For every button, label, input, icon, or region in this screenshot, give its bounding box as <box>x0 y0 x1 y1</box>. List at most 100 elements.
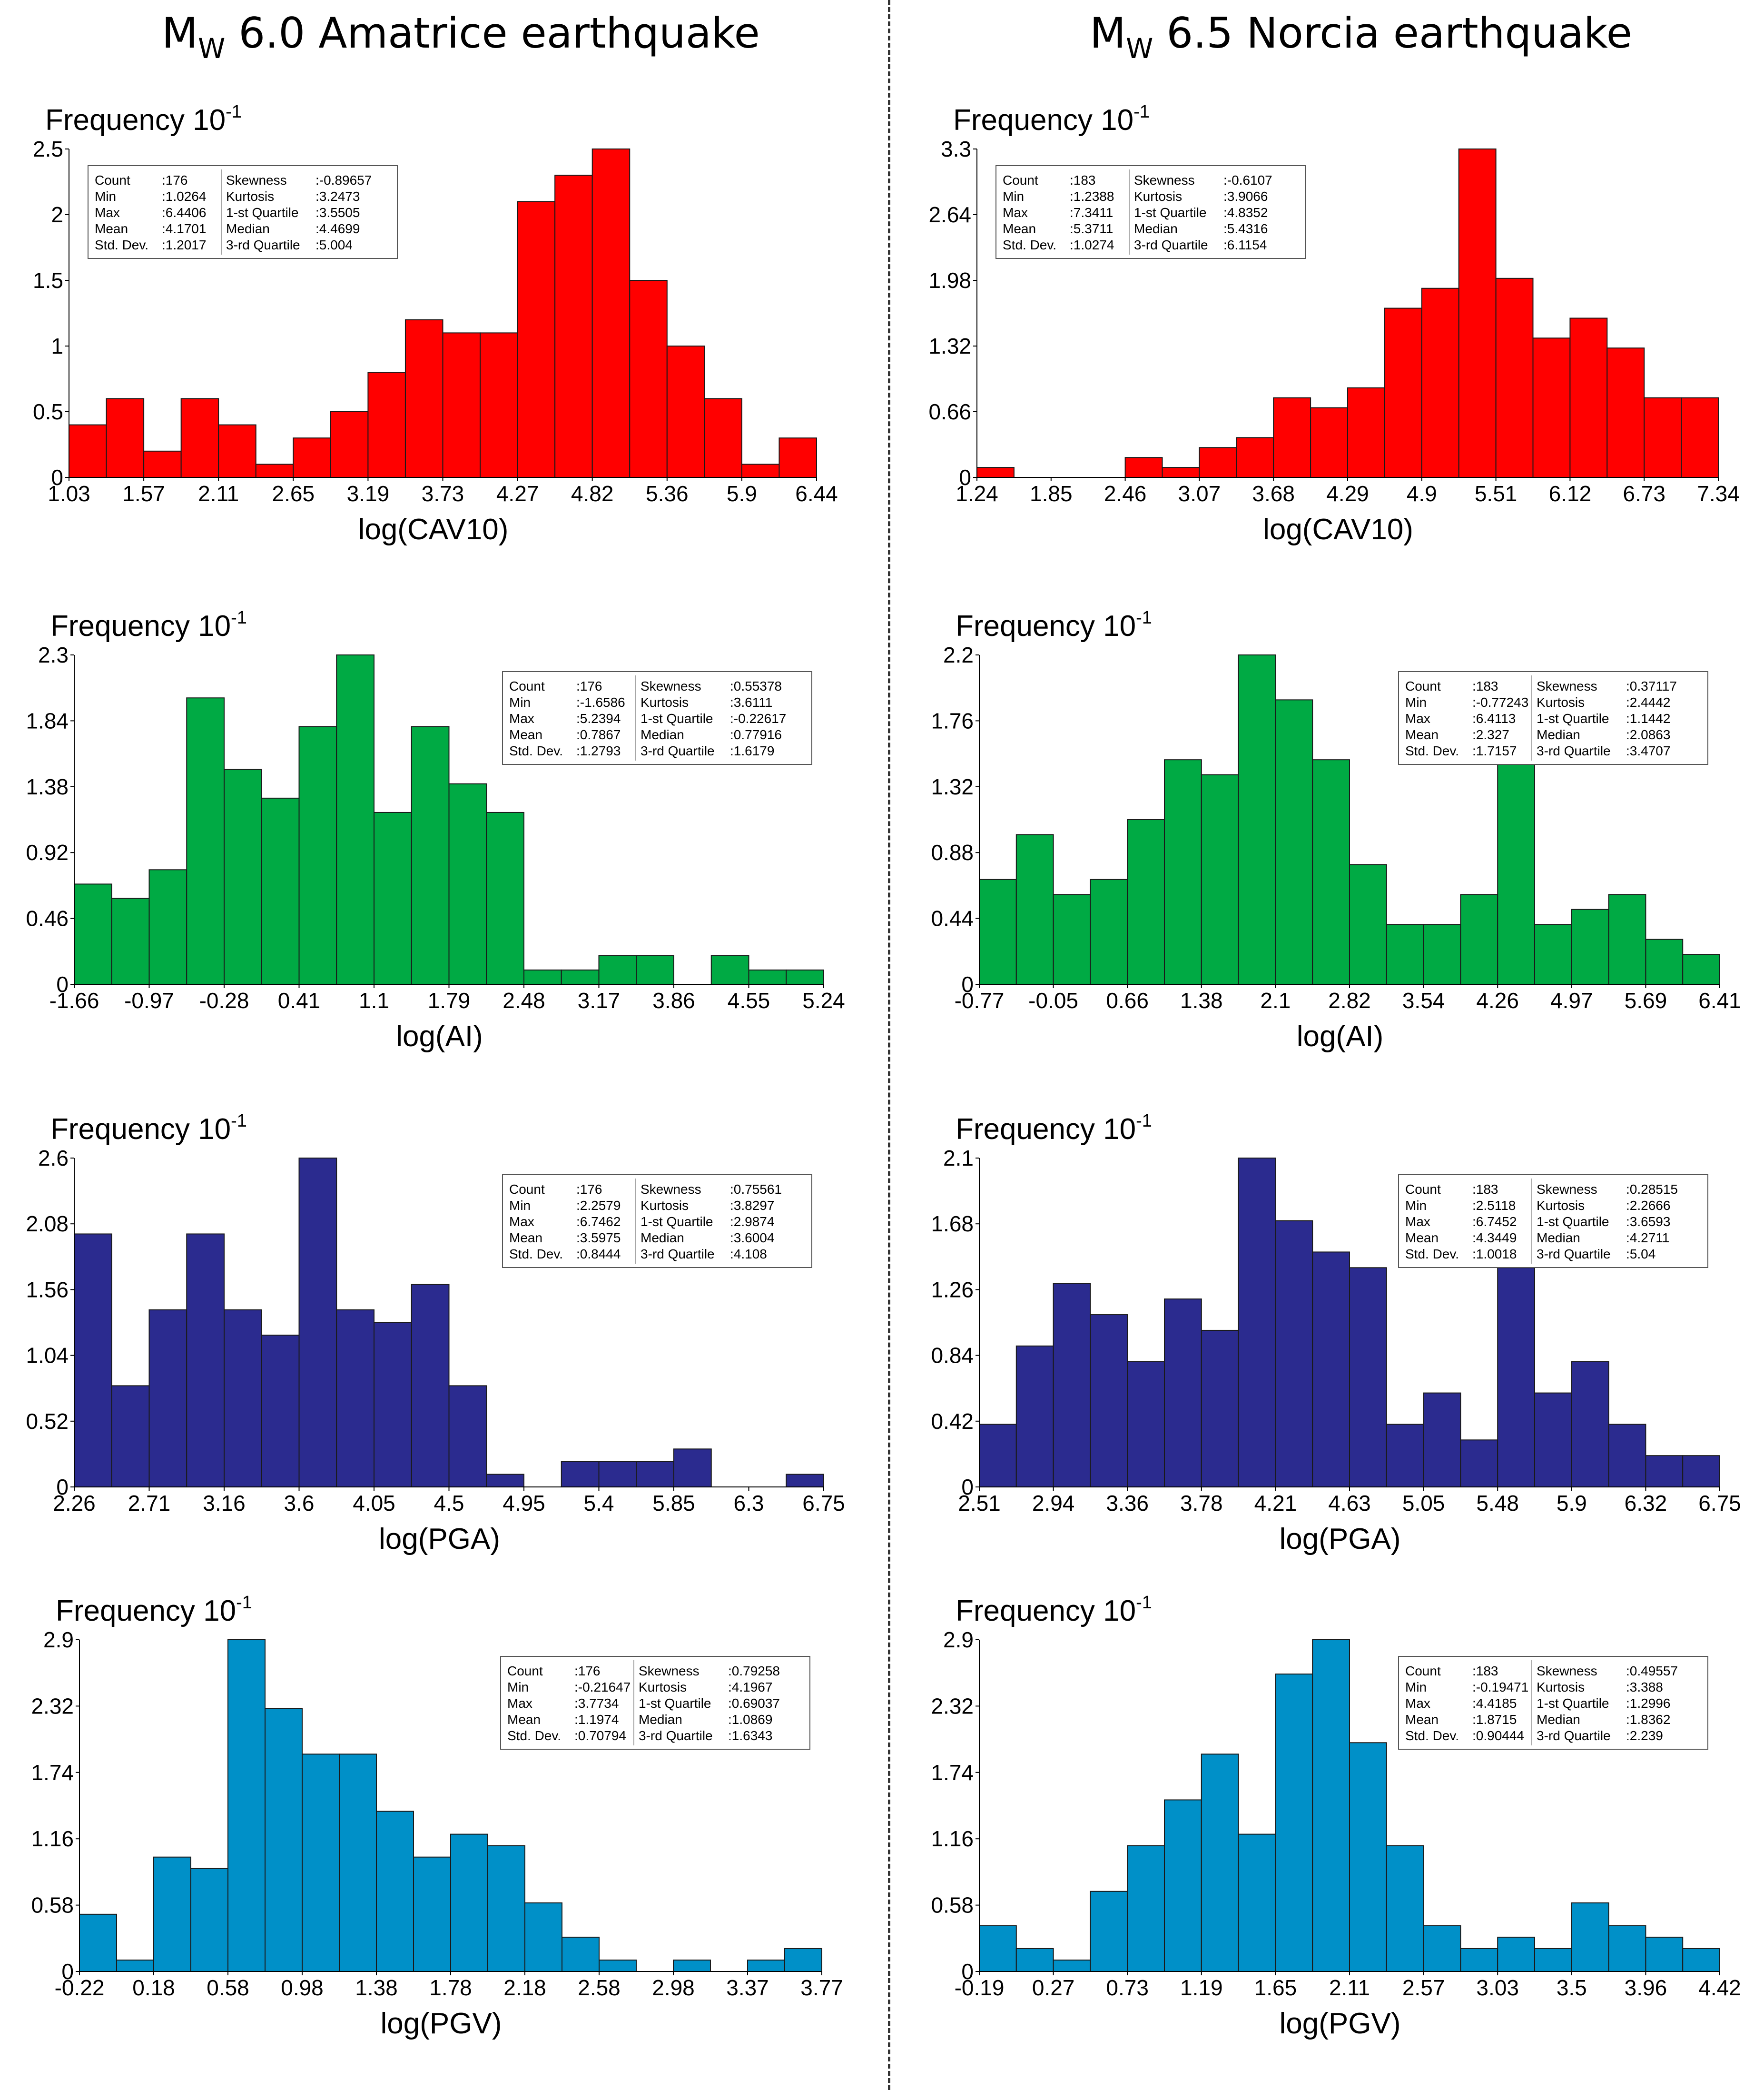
histogram-bar <box>261 797 300 985</box>
stat-label: Count <box>1003 173 1038 188</box>
histogram-bar <box>339 1753 377 1972</box>
stat-label: Median <box>641 1230 684 1245</box>
histogram-bar <box>1347 387 1385 478</box>
histogram-bar <box>1569 317 1608 478</box>
histogram-bar <box>1644 397 1682 478</box>
histogram-bar <box>598 1461 637 1488</box>
stat-value: :6.7452 <box>1472 1214 1517 1229</box>
x-tick-label: 4.55 <box>728 988 770 1013</box>
histogram-bar <box>1164 1298 1202 1487</box>
histogram-bar <box>748 969 787 985</box>
x-tick-label: 5.9 <box>727 481 757 506</box>
stat-value: :-0.77243 <box>1472 695 1528 710</box>
histogram-bar <box>74 1233 112 1487</box>
stat-label: Kurtosis <box>641 1198 689 1213</box>
histogram-bar <box>1460 1948 1498 1972</box>
x-tick-label: 2.65 <box>272 481 315 506</box>
x-tick-label: 3.5 <box>1557 1975 1587 2000</box>
stat-value: :5.3711 <box>1070 221 1113 236</box>
histogram-bar <box>293 437 331 478</box>
y-tick-label: 0 <box>56 972 69 997</box>
histogram-bar <box>486 812 524 985</box>
histogram-bar <box>450 1833 488 1972</box>
stat-value: :-0.22617 <box>730 711 786 726</box>
histogram-bar <box>1386 924 1424 985</box>
x-tick-label: 4.27 <box>496 481 539 506</box>
histogram-bar <box>1238 1158 1276 1487</box>
histogram-bar <box>1571 909 1609 985</box>
histogram-bar <box>562 1936 600 1972</box>
frequency-label: Frequency 10-1 <box>45 102 242 137</box>
histogram-bar <box>1312 1639 1350 1972</box>
stat-value: :2.2579 <box>576 1198 621 1213</box>
stat-value: :4.1967 <box>728 1680 772 1694</box>
x-tick-label: 3.6 <box>284 1491 315 1515</box>
stat-label: Min <box>95 189 116 204</box>
x-axis-label: log(PGA) <box>379 1523 500 1555</box>
x-tick-label: 5.51 <box>1475 481 1518 506</box>
histogram-bar <box>487 1845 525 1972</box>
stat-label: Min <box>1405 1680 1427 1694</box>
y-tick-label: 1.84 <box>26 708 69 733</box>
histogram-bar <box>1497 1267 1535 1487</box>
x-tick-label: 6.44 <box>795 481 838 506</box>
stat-label: Median <box>1537 1230 1580 1245</box>
histogram-bar <box>413 1856 451 1972</box>
stat-value: :-0.19471 <box>1472 1680 1528 1694</box>
histogram-bar <box>116 1959 154 1972</box>
histogram-bar <box>1310 407 1349 478</box>
stat-label: Max <box>95 205 120 220</box>
stat-value: :2.5118 <box>1472 1198 1516 1213</box>
histogram-bar <box>1386 1845 1424 1972</box>
stat-value: :2.9874 <box>730 1214 774 1229</box>
histogram-bar <box>1127 1361 1165 1488</box>
stat-value: :6.4113 <box>1472 711 1516 726</box>
histogram-bar <box>979 1424 1017 1487</box>
x-tick-label: 0.18 <box>132 1975 175 2000</box>
histogram-bar <box>265 1708 303 1972</box>
stat-label: Median <box>1134 221 1178 236</box>
stat-label: 1-st Quartile <box>1134 205 1207 220</box>
stat-value: :3.5975 <box>576 1230 621 1245</box>
histogram-bar <box>1681 397 1719 478</box>
stat-value: :-0.89657 <box>315 173 372 188</box>
stat-value: :5.2394 <box>576 711 621 726</box>
histogram-bar <box>1015 1345 1054 1488</box>
chart-amatrice-pgv: Frequency 10-1 0 0.58 1.16 1.74 2.32 2.9 -0.22 0… <box>31 1593 843 2040</box>
y-tick-label: 1.76 <box>931 708 974 733</box>
x-tick-label: 3.17 <box>578 988 621 1013</box>
y-tick-label: 1.56 <box>26 1277 69 1302</box>
y-tick-label: 0.46 <box>26 906 69 931</box>
histogram-bar <box>1349 1267 1387 1487</box>
x-tick-label: 3.36 <box>1106 1491 1149 1515</box>
histogram-bar <box>786 1474 824 1488</box>
x-tick-label: 5.85 <box>652 1491 695 1515</box>
x-tick-label: 5.05 <box>1402 1491 1445 1515</box>
histogram-bar <box>1312 759 1350 985</box>
histogram-bar <box>1497 759 1535 985</box>
histogram-bar <box>1201 1329 1239 1487</box>
y-tick-label: 2.5 <box>33 137 63 161</box>
histogram-bar <box>1127 819 1165 985</box>
stat-label: Std. Dev. <box>1405 1728 1459 1743</box>
histogram-bar <box>517 201 556 478</box>
stat-value: :2.327 <box>1472 727 1509 742</box>
histogram-bar <box>1534 1948 1572 1972</box>
y-tick-label: 1 <box>51 334 63 358</box>
stat-value: :1.0869 <box>728 1712 772 1727</box>
x-tick-label: 1.19 <box>1180 1975 1223 2000</box>
stat-label: Max <box>509 711 534 726</box>
stats-box: Count:176 Skewness:0.79258 Min:-0.21647 Kur… <box>500 1656 810 1750</box>
stat-label: Std. Dev. <box>1003 238 1056 252</box>
stat-value: :3.8297 <box>730 1198 774 1213</box>
histogram-bar <box>1273 397 1311 478</box>
histogram-bar <box>1534 924 1572 985</box>
stat-label: Mean <box>1405 727 1439 742</box>
histogram-bar <box>1053 894 1091 985</box>
stat-label: Median <box>639 1712 682 1727</box>
stat-value: :1.6179 <box>730 743 774 758</box>
x-tick-label: 1.78 <box>429 1975 472 2000</box>
stat-label: Min <box>1405 1198 1427 1213</box>
x-tick-label: 2.71 <box>128 1491 171 1515</box>
